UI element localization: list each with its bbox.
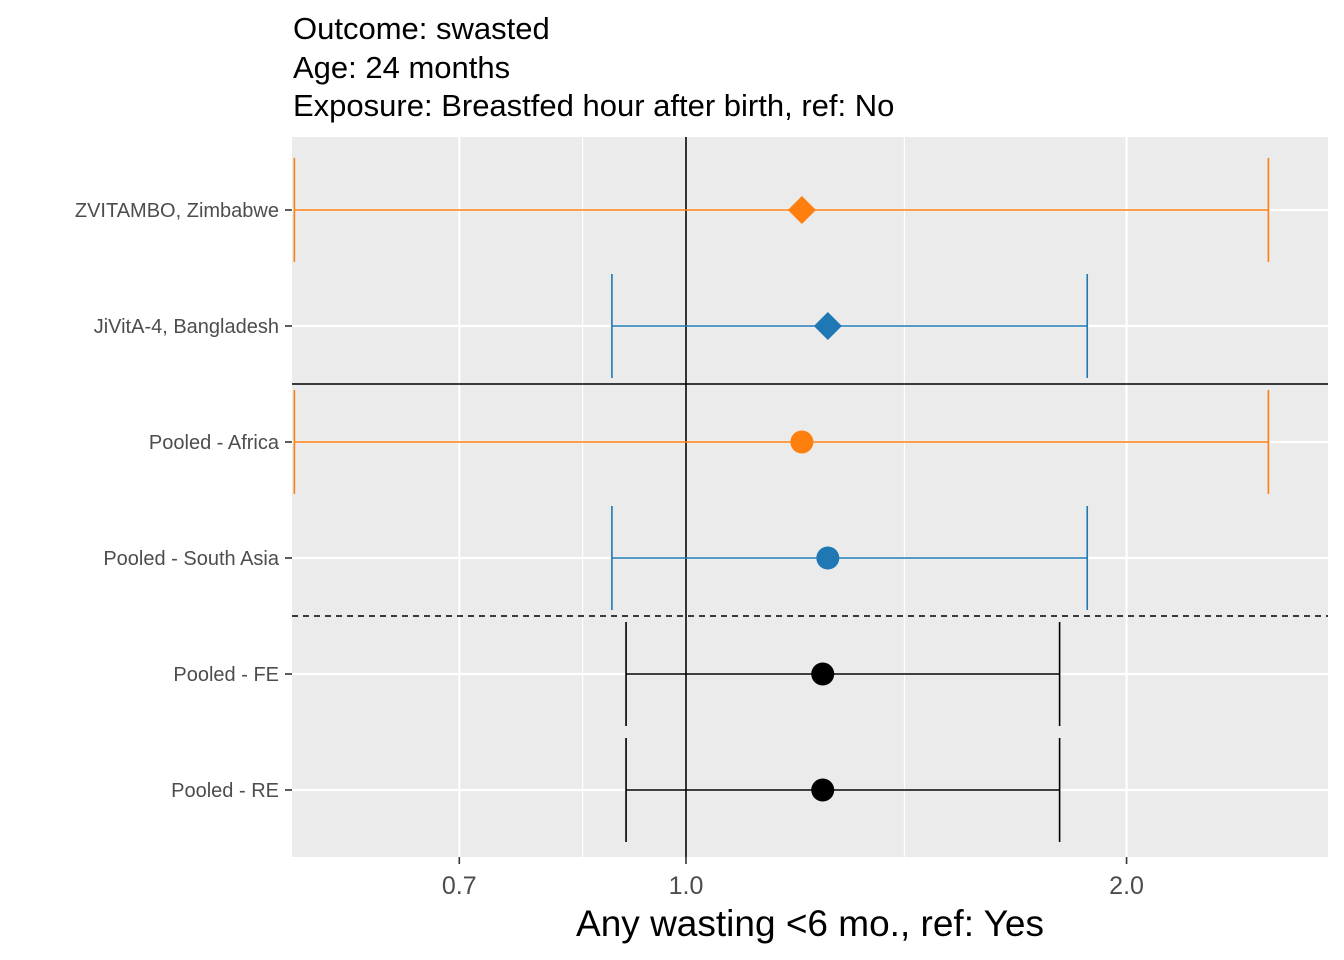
estimate-point: [811, 778, 835, 802]
title-age: Age: 24 months: [293, 49, 511, 85]
estimate-point: [811, 662, 835, 686]
y-axis-label: ZVITAMBO, Zimbabwe: [75, 200, 279, 222]
forest-row: [611, 506, 1089, 610]
forest-row: [293, 158, 1270, 262]
forest-row: [625, 622, 1061, 726]
estimate-point: [816, 546, 840, 570]
separator-lines: [292, 383, 1328, 617]
chart-title: Outcome: swasted Age: 24 months Exposure…: [293, 10, 894, 126]
x-tick-label: 0.7: [442, 872, 477, 900]
y-axis-label: Pooled - FE: [173, 664, 279, 686]
x-tick-label: 1.0: [669, 872, 704, 900]
title-outcome: Outcome: swasted: [293, 11, 550, 46]
y-axis-labels: ZVITAMBO, Zimbabwe JiVitA-4, Bangladesh Po…: [75, 200, 292, 802]
y-axis-label: Pooled - Africa: [149, 432, 280, 454]
y-axis-label: Pooled - RE: [171, 780, 279, 802]
y-axis-label: JiVitA-4, Bangladesh: [94, 316, 279, 338]
estimate-diamond: [787, 196, 816, 224]
estimate-point: [790, 430, 814, 454]
forest-row: [611, 274, 1089, 378]
title-exposure: Exposure: Breastfed hour after birth, re…: [293, 88, 895, 123]
panel-background: [292, 137, 1328, 857]
forest-row: [293, 390, 1270, 494]
x-axis-ticks: 0.7 1.0 2.0: [442, 857, 1144, 900]
x-axis-title: Any wasting <6 mo., ref: Yes: [576, 903, 1044, 944]
forest-row: [625, 738, 1061, 842]
x-tick-label: 2.0: [1109, 872, 1144, 900]
estimate-diamond: [813, 312, 842, 340]
y-axis-label: Pooled - South Asia: [103, 548, 280, 570]
estimate-rows: [293, 158, 1270, 842]
